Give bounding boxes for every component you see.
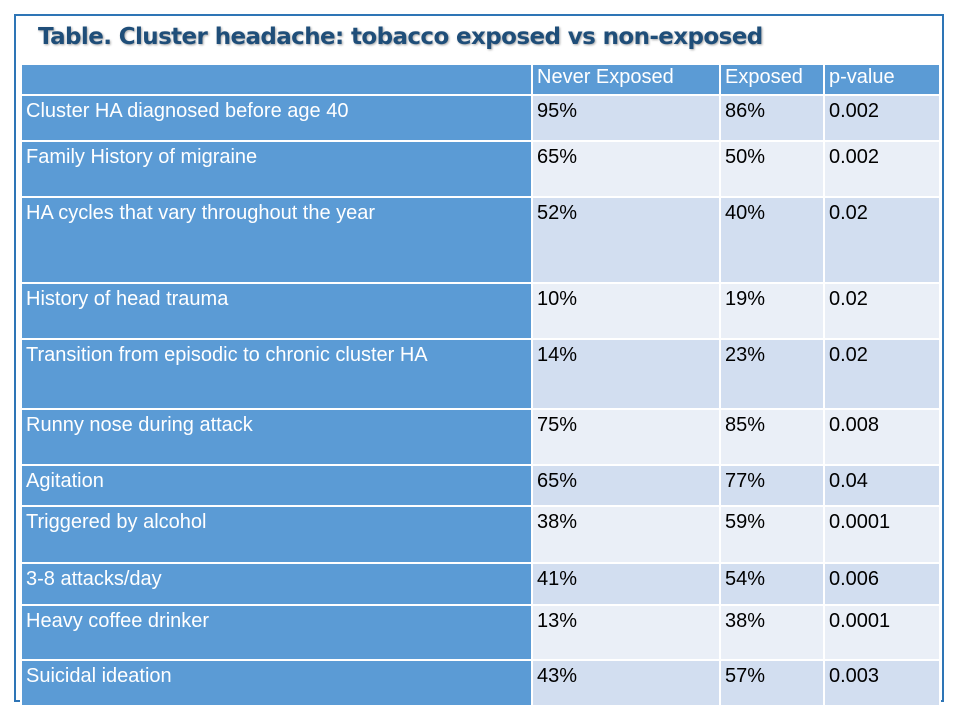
table-row: Triggered by alcohol 38% 59% 0.0001 — [20, 505, 941, 564]
results-table: Never Exposed Exposed p-value Cluster HA… — [20, 63, 941, 707]
row-label-cell: Runny nose during attack — [20, 408, 533, 466]
exposed-cell: 19% — [719, 282, 825, 340]
never-exposed-cell: 95% — [531, 94, 721, 142]
p-value-cell: 0.008 — [823, 408, 941, 466]
exposed-cell: 59% — [719, 505, 825, 564]
header-cell-blank — [20, 63, 533, 96]
p-value-cell: 0.04 — [823, 464, 941, 507]
row-label-cell: Triggered by alcohol — [20, 505, 533, 564]
never-exposed-cell: 38% — [531, 505, 721, 564]
table-row: Runny nose during attack 75% 85% 0.008 — [20, 408, 941, 466]
p-value-cell: 0.0001 — [823, 604, 941, 661]
row-label-cell: HA cycles that vary throughout the year — [20, 196, 533, 284]
exposed-cell: 54% — [719, 562, 825, 606]
p-value-cell: 0.006 — [823, 562, 941, 606]
never-exposed-cell: 10% — [531, 282, 721, 340]
row-label-cell: Cluster HA diagnosed before age 40 — [20, 94, 533, 142]
table-row: History of head trauma 10% 19% 0.02 — [20, 282, 941, 340]
table-row: Transition from episodic to chronic clus… — [20, 338, 941, 410]
header-cell-never-exposed: Never Exposed — [531, 63, 721, 96]
row-label-cell: 3-8 attacks/day — [20, 562, 533, 606]
never-exposed-cell: 41% — [531, 562, 721, 606]
table-row: HA cycles that vary throughout the year 5… — [20, 196, 941, 284]
p-value-cell: 0.002 — [823, 94, 941, 142]
table-row: Agitation 65% 77% 0.04 — [20, 464, 941, 507]
never-exposed-cell: 13% — [531, 604, 721, 661]
header-cell-p-value: p-value — [823, 63, 941, 96]
never-exposed-cell: 52% — [531, 196, 721, 284]
exposed-cell: 38% — [719, 604, 825, 661]
p-value-cell: 0.02 — [823, 338, 941, 410]
never-exposed-cell: 65% — [531, 140, 721, 198]
table-row: 3-8 attacks/day 41% 54% 0.006 — [20, 562, 941, 606]
row-label-cell: Heavy coffee drinker — [20, 604, 533, 661]
exposed-cell: 23% — [719, 338, 825, 410]
p-value-cell: 0.02 — [823, 196, 941, 284]
exposed-cell: 85% — [719, 408, 825, 466]
exposed-cell: 86% — [719, 94, 825, 142]
table-header-row: Never Exposed Exposed p-value — [20, 63, 941, 96]
never-exposed-cell: 43% — [531, 659, 721, 707]
exposed-cell: 50% — [719, 140, 825, 198]
exposed-cell: 57% — [719, 659, 825, 707]
row-label-cell: Family History of migraine — [20, 140, 533, 198]
row-label-cell: Transition from episodic to chronic clus… — [20, 338, 533, 410]
table-row: Cluster HA diagnosed before age 40 95% 86%… — [20, 94, 941, 142]
table-row: Heavy coffee drinker 13% 38% 0.0001 — [20, 604, 941, 661]
p-value-cell: 0.02 — [823, 282, 941, 340]
never-exposed-cell: 75% — [531, 408, 721, 466]
header-cell-exposed: Exposed — [719, 63, 825, 96]
row-label-cell: History of head trauma — [20, 282, 533, 340]
row-label-cell: Agitation — [20, 464, 533, 507]
exposed-cell: 77% — [719, 464, 825, 507]
exposed-cell: 40% — [719, 196, 825, 284]
p-value-cell: 0.0001 — [823, 505, 941, 564]
table-row: Suicidal ideation 43% 57% 0.003 — [20, 659, 941, 707]
p-value-cell: 0.003 — [823, 659, 941, 707]
never-exposed-cell: 65% — [531, 464, 721, 507]
row-label-cell: Suicidal ideation — [20, 659, 533, 707]
p-value-cell: 0.002 — [823, 140, 941, 198]
never-exposed-cell: 14% — [531, 338, 721, 410]
page-title: Table. Cluster headache: tobacco exposed… — [38, 24, 763, 50]
table-row: Family History of migraine 65% 50% 0.002 — [20, 140, 941, 198]
